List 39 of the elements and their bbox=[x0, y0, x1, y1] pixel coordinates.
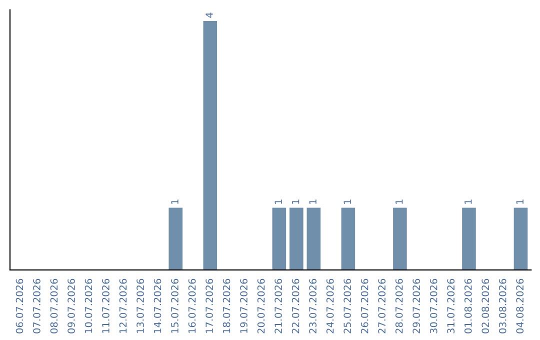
data-label: 1 bbox=[396, 200, 403, 204]
x-tick-label: 30.07.2026 bbox=[430, 278, 438, 334]
data-label: 1 bbox=[309, 200, 316, 204]
x-tick-label: 21.07.2026 bbox=[274, 278, 282, 334]
x-tick-label: 16.07.2026 bbox=[188, 278, 196, 333]
x-tick-label: 02.08.2026 bbox=[482, 278, 490, 334]
x-tick-label: 27.07.2026 bbox=[378, 278, 386, 334]
x-tick-label: 14.07.2026 bbox=[154, 278, 162, 333]
data-label: 1 bbox=[516, 200, 524, 204]
x-tick-label: 20.07.2026 bbox=[257, 278, 265, 334]
x-tick-label: 31.07.2026 bbox=[447, 278, 455, 334]
x-tick-label: 28.07.2026 bbox=[395, 278, 403, 334]
data-label: 1 bbox=[344, 200, 351, 204]
x-tick-label: 10.07.2026 bbox=[84, 278, 92, 333]
x-tick-label: 07.07.2026 bbox=[33, 278, 40, 334]
x-tick-label: 15.07.2026 bbox=[171, 278, 178, 333]
x-tick-label: 09.07.2026 bbox=[68, 278, 75, 334]
x-tick-label: 01.08.2026 bbox=[464, 278, 472, 334]
x-tick-label: 24.07.2026 bbox=[326, 278, 334, 334]
x-tick-label: 12.07.2026 bbox=[119, 278, 127, 333]
x-tick-label: 08.07.2026 bbox=[50, 278, 58, 334]
x-tick-label: 19.07.2026 bbox=[240, 278, 248, 333]
x-tick-label: 17.07.2026 bbox=[206, 278, 213, 333]
data-label: 1 bbox=[171, 200, 178, 204]
data-label: 1 bbox=[464, 200, 472, 204]
x-tick-label: 04.08.2026 bbox=[516, 278, 524, 334]
x-tick-label: 11.07.2026 bbox=[102, 278, 110, 333]
data-label: 1 bbox=[274, 200, 282, 204]
x-tick-label: 29.07.2026 bbox=[412, 278, 420, 334]
data-label: 4 bbox=[206, 12, 213, 18]
data-label: 1 bbox=[292, 200, 300, 204]
x-tick-label: 18.07.2026 bbox=[222, 278, 230, 333]
x-tick-label: 03.08.2026 bbox=[498, 278, 506, 334]
x-tick-label: 06.07.2026 bbox=[16, 278, 24, 334]
x-tick-label: 13.07.2026 bbox=[136, 278, 144, 333]
x-tick-label: 25.07.2026 bbox=[344, 278, 352, 334]
x-tick-label: 22.07.2026 bbox=[292, 278, 300, 334]
x-tick-label: 26.07.2026 bbox=[360, 278, 368, 334]
x-tick-label: 23.07.2026 bbox=[309, 278, 316, 334]
